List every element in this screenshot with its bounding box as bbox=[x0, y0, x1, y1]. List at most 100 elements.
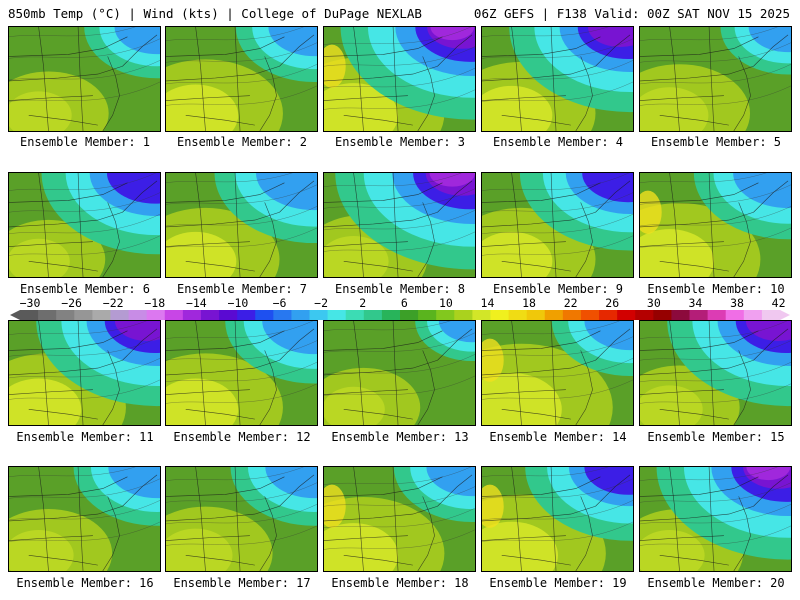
temperature-map bbox=[482, 467, 633, 571]
temperature-map bbox=[166, 27, 317, 131]
ensemble-member-panel bbox=[481, 320, 634, 426]
colorbar-tick-label: −6 bbox=[272, 296, 287, 310]
ensemble-member-panel bbox=[8, 172, 161, 278]
ensemble-member-panel bbox=[639, 26, 792, 132]
colorbar-tick-label: −18 bbox=[144, 296, 166, 310]
ensemble-member-label: Ensemble Member: 14 bbox=[489, 430, 627, 444]
colorbar-swatch bbox=[309, 310, 329, 320]
colorbar-tick-label: −22 bbox=[102, 296, 124, 310]
temperature-map bbox=[9, 467, 160, 571]
colorbar-tick-label: 22 bbox=[563, 296, 578, 310]
colorbar-swatch bbox=[544, 310, 564, 320]
colorbar-tick-label: −26 bbox=[61, 296, 82, 310]
colorbar-tick-label: 14 bbox=[480, 296, 495, 310]
colorbar-swatch bbox=[363, 310, 383, 320]
ensemble-member-label: Ensemble Member: 5 bbox=[650, 135, 782, 149]
colorbar-swatch bbox=[164, 310, 184, 320]
colorbar-swatch bbox=[508, 310, 528, 320]
temperature-map bbox=[166, 467, 317, 571]
colorbar-arrow-left bbox=[10, 310, 20, 320]
colorbar-swatch bbox=[599, 310, 618, 320]
ensemble-member-label: Ensemble Member: 3 bbox=[334, 135, 466, 149]
colorbar-swatch bbox=[671, 310, 691, 320]
ensemble-member-label: Ensemble Member: 2 bbox=[176, 135, 308, 149]
colorbar-swatch bbox=[146, 310, 166, 320]
ensemble-member-panel bbox=[481, 172, 634, 278]
ensemble-member-label: Ensemble Member: 4 bbox=[492, 135, 624, 149]
colorbar-swatch bbox=[255, 310, 274, 320]
colorbar-swatch bbox=[635, 310, 654, 320]
header-left-title: 850mb Temp (°C) | Wind (kts) | College o… bbox=[8, 6, 422, 21]
colorbar-legend: −30 −26 −22 −18 −14 −10 −6 −2 2 6 10 14 18 22 26 30 34 38… bbox=[0, 296, 800, 320]
temperature-map bbox=[640, 27, 791, 131]
ensemble-member-label: Ensemble Member: 6 bbox=[19, 282, 151, 296]
colorbar-swatch bbox=[92, 310, 111, 320]
temperature-map bbox=[9, 321, 160, 425]
ensemble-member-label: Ensemble Member: 13 bbox=[331, 430, 469, 444]
ensemble-member-label: Ensemble Member: 17 bbox=[173, 576, 311, 590]
colorbar-swatch bbox=[562, 310, 582, 320]
colorbar-swatch bbox=[472, 310, 491, 320]
colorbar-swatch bbox=[38, 310, 57, 320]
ensemble-member-panel bbox=[8, 466, 161, 572]
ensemble-member-panel bbox=[481, 466, 634, 572]
temperature-map bbox=[640, 467, 791, 571]
colorbar-swatch bbox=[725, 310, 745, 320]
temperature-map bbox=[324, 467, 475, 571]
colorbar-swatch bbox=[436, 310, 455, 320]
ensemble-member-label: Ensemble Member: 7 bbox=[176, 282, 308, 296]
colorbar-swatch bbox=[400, 310, 419, 320]
ensemble-member-panel bbox=[8, 26, 161, 132]
colorbar-swatch bbox=[743, 310, 763, 320]
colorbar-swatch bbox=[128, 310, 148, 320]
ensemble-member-label: Ensemble Member: 8 bbox=[334, 282, 466, 296]
temperature-map bbox=[482, 173, 633, 277]
ensemble-member-panel bbox=[165, 26, 318, 132]
colorbar-swatch bbox=[707, 310, 727, 320]
colorbar-swatch bbox=[200, 310, 220, 320]
colorbar-swatch bbox=[237, 310, 256, 320]
colorbar-swatch bbox=[490, 310, 510, 320]
temperature-map bbox=[324, 321, 475, 425]
temperature-map bbox=[9, 27, 160, 131]
ensemble-member-label: Ensemble Member: 12 bbox=[173, 430, 311, 444]
temperature-map bbox=[640, 173, 791, 277]
ensemble-member-label: Ensemble Member: 18 bbox=[331, 576, 469, 590]
colorbar-tick-label: −30 bbox=[19, 296, 41, 310]
colorbar-swatch bbox=[327, 310, 347, 320]
colorbar-swatch bbox=[381, 310, 401, 320]
ensemble-member-panel bbox=[639, 466, 792, 572]
colorbar-tick-label: −10 bbox=[227, 296, 249, 310]
temperature-map bbox=[482, 321, 633, 425]
colorbar-swatch bbox=[74, 310, 93, 320]
colorbar-tick-label: 30 bbox=[646, 296, 661, 310]
colorbar-tick-label: 34 bbox=[688, 296, 703, 310]
ensemble-member-label: Ensemble Member: 10 bbox=[647, 282, 785, 296]
temperature-map bbox=[640, 321, 791, 425]
ensemble-member-label: Ensemble Member: 19 bbox=[489, 576, 627, 590]
colorbar-swatch bbox=[182, 310, 202, 320]
colorbar-swatch bbox=[761, 310, 781, 320]
colorbar-tick-label: 10 bbox=[438, 296, 453, 310]
colorbar-tick-label: 42 bbox=[771, 296, 786, 310]
colorbar-swatch bbox=[273, 310, 292, 320]
ensemble-member-panel bbox=[639, 172, 792, 278]
ensemble-member-label: Ensemble Member: 1 bbox=[19, 135, 151, 149]
colorbar-swatch bbox=[20, 310, 39, 320]
ensemble-member-label: Ensemble Member: 11 bbox=[16, 430, 154, 444]
colorbar-swatch bbox=[580, 310, 600, 320]
colorbar-tick-label: 2 bbox=[359, 296, 367, 310]
header-right-title: 06Z GEFS | F138 Valid: 00Z SAT NOV 15 20… bbox=[473, 6, 790, 21]
colorbar-swatch bbox=[56, 310, 75, 320]
ensemble-member-panel bbox=[8, 320, 161, 426]
colorbar-tick-label: 6 bbox=[400, 296, 408, 310]
colorbar-swatch bbox=[291, 310, 311, 320]
temperature-map bbox=[324, 173, 475, 277]
ensemble-member-panel bbox=[165, 172, 318, 278]
temperature-map bbox=[166, 321, 317, 425]
colorbar-swatch bbox=[345, 310, 365, 320]
colorbar-swatch bbox=[110, 310, 130, 320]
colorbar-tick-label: −14 bbox=[185, 296, 207, 310]
colorbar-swatch bbox=[689, 310, 709, 320]
